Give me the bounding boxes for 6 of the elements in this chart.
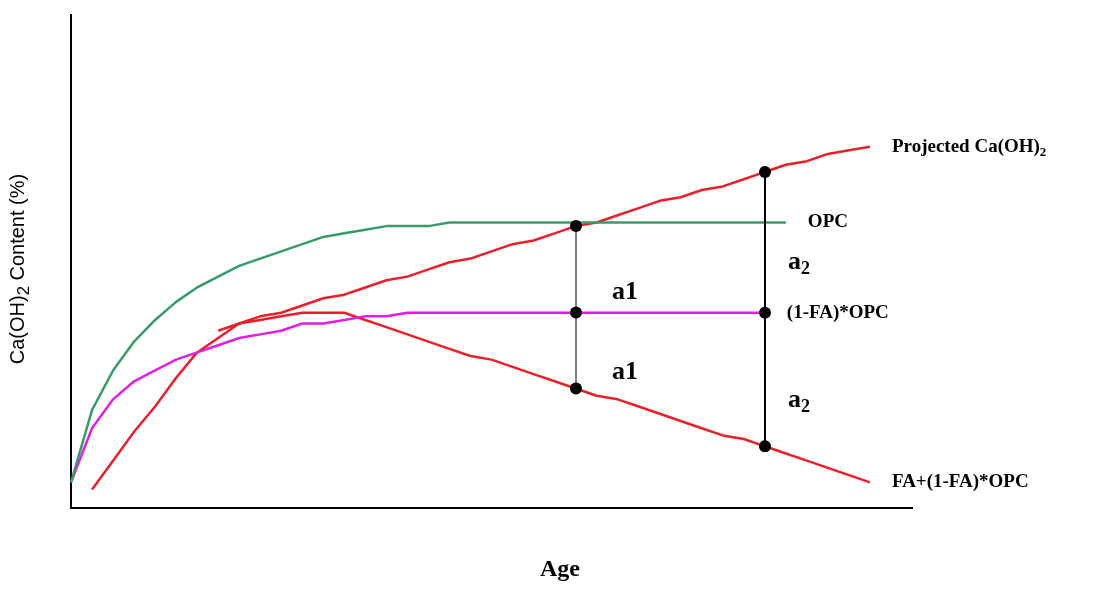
series-label: (1-FA)*OPC — [786, 300, 889, 323]
series-label: OPC — [807, 210, 848, 232]
annotation: a1 — [612, 355, 638, 385]
annotation: a1 — [612, 275, 638, 305]
x-axis-title: Age — [539, 555, 581, 582]
series-label: FA+(1-FA)*OPC — [891, 470, 1029, 493]
